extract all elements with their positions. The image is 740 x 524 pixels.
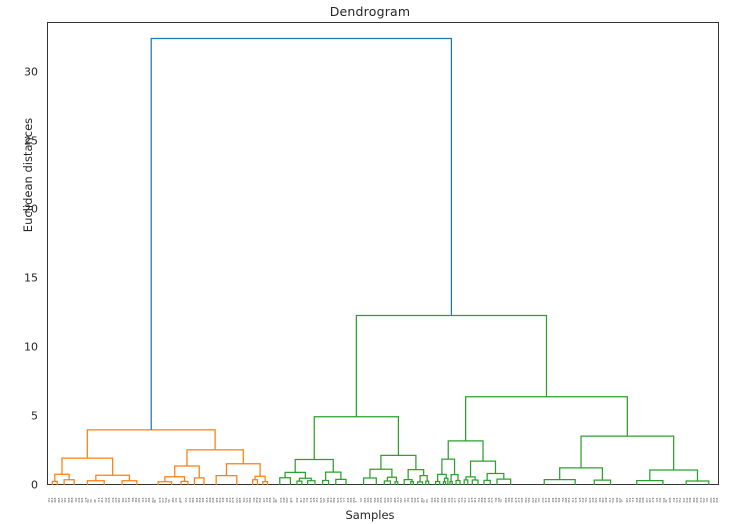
- dendrogram-link: [483, 479, 491, 485]
- dendrogram-link: [465, 396, 628, 441]
- x-tick-label: 2: [180, 501, 184, 503]
- y-tick-20: 20: [24, 202, 38, 216]
- dendrogram-link: [86, 480, 105, 485]
- dendrogram-link: [335, 478, 347, 485]
- y-tick-0: 0: [31, 478, 38, 492]
- x-tick-label: 645: [716, 498, 719, 503]
- dendrogram-link: [649, 469, 699, 481]
- y-tick-10: 10: [24, 340, 38, 354]
- dendrogram-link: [455, 479, 461, 485]
- dendrogram-link: [180, 480, 189, 485]
- x-tick-label: 81: [154, 499, 158, 503]
- y-tick-5: 5: [31, 409, 38, 423]
- dendrogram-link: [86, 429, 216, 459]
- dendrogram-link: [425, 480, 430, 485]
- dendrogram-links: [51, 37, 710, 485]
- plot-area: [47, 22, 719, 485]
- dendrogram-link: [447, 440, 484, 462]
- dendrogram-link: [306, 480, 316, 485]
- dendrogram-link: [322, 479, 330, 485]
- dendrogram-link: [434, 480, 441, 485]
- dendrogram-link: [383, 480, 392, 485]
- y-tick-15: 15: [24, 271, 38, 285]
- dendrogram-link: [471, 479, 479, 485]
- y-tick-30: 30: [24, 65, 38, 79]
- dendrogram-link: [486, 472, 505, 481]
- dendrogram-link: [174, 465, 200, 478]
- x-tick-label: 77: [621, 499, 625, 503]
- dendrogram-link: [469, 460, 497, 477]
- x-tick-label: 96: [275, 499, 279, 503]
- x-axis-tick-labels: 151 914 998 865 227 262 585 868 792 434 924 778 89 56…: [47, 487, 719, 503]
- dendrogram-canvas: [47, 22, 719, 485]
- axes-frame: [47, 22, 719, 485]
- dendrogram-link: [369, 468, 393, 479]
- dendrogram-link: [443, 477, 449, 485]
- dendrogram-link: [121, 480, 138, 485]
- dendrogram-link: [403, 478, 413, 485]
- dendrogram-link: [559, 467, 604, 481]
- dendrogram-link: [394, 481, 399, 485]
- x-axis-label: Samples: [345, 508, 395, 522]
- dendrogram-link: [450, 474, 459, 482]
- dendrogram-link: [355, 314, 548, 417]
- dendrogram-link: [636, 480, 664, 485]
- x-tick-label: 7: [291, 501, 295, 503]
- x-tick-label: 1: [355, 501, 359, 503]
- x-tick-label: 84: [426, 499, 430, 503]
- dendrogram-link: [580, 435, 675, 471]
- dendrogram-link: [150, 37, 453, 430]
- x-tick-label: 73: [500, 499, 504, 503]
- dendrogram-link: [380, 454, 417, 470]
- dendrogram-link: [442, 481, 447, 485]
- dendrogram-link: [407, 469, 425, 480]
- y-axis-label: Euclidean distances: [21, 117, 35, 233]
- dendrogram-link: [465, 476, 476, 480]
- dendrogram-link: [186, 449, 244, 467]
- dendrogram-link: [449, 480, 453, 485]
- y-tick-25: 25: [24, 134, 38, 147]
- dendrogram-link: [463, 479, 469, 485]
- dendrogram-link: [362, 477, 377, 485]
- dendrogram-link: [215, 475, 238, 485]
- dendrogram-link: [437, 473, 447, 482]
- page-title: Dendrogram: [329, 4, 411, 19]
